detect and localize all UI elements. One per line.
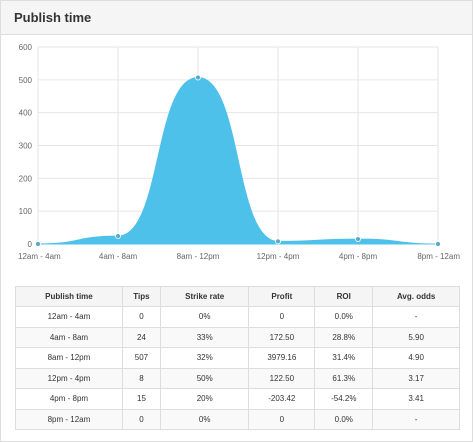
table-cell: - <box>372 306 460 328</box>
chart-points <box>35 74 441 247</box>
table-cell: 3.17 <box>372 367 460 389</box>
table-cell: 0% <box>160 408 250 430</box>
table-cell: 8 <box>121 367 162 389</box>
table-cell: 12am - 4am <box>15 306 123 328</box>
x-tick-label: 4am - 8am <box>99 252 138 261</box>
x-tick-label: 12pm - 4pm <box>257 252 300 261</box>
panel-header: Publish time <box>1 1 472 35</box>
table-cell: 507 <box>121 347 162 369</box>
x-tick-label: 4pm - 8pm <box>339 252 378 261</box>
table-cell: 3979.16 <box>248 347 316 369</box>
y-axis-ticks: 0 100 200 300 400 500 600 <box>19 43 33 249</box>
table-header-cell: ROI <box>314 286 374 307</box>
data-point[interactable] <box>275 238 281 245</box>
table-cell: 0 <box>248 306 316 328</box>
data-point[interactable] <box>195 74 201 81</box>
table-cell: 3.41 <box>372 388 460 410</box>
table-cell: 32% <box>160 347 250 369</box>
y-tick-label: 600 <box>19 43 33 52</box>
area-series-fill <box>37 77 439 245</box>
panel-title: Publish time <box>14 10 92 25</box>
table-cell: 0 <box>248 408 316 430</box>
table-cell: 33% <box>160 326 250 348</box>
area-chart-svg: 0 100 200 300 400 500 600 12am - 4am 4am - 8am 8… <box>18 43 460 261</box>
table-row: 12pm - 4pm 8 50% 122.50 61.3% 3.17 <box>15 367 460 389</box>
table-cell: 0% <box>160 306 250 328</box>
table-cell: 28.8% <box>314 326 374 348</box>
table-row: 8am - 12pm 507 32% 3979.16 31.4% 4.90 <box>15 347 460 369</box>
table-cell: 0 <box>121 408 162 430</box>
table-cell: 15 <box>121 388 162 410</box>
y-tick-label: 100 <box>19 207 33 216</box>
table-cell: 24 <box>121 326 162 348</box>
table-cell: 0 <box>121 306 162 328</box>
table-cell: 4pm - 8pm <box>15 388 123 410</box>
table-cell: 0.0% <box>314 306 374 328</box>
table-cell: 5.90 <box>372 326 460 348</box>
table-header-cell: Strike rate <box>160 286 250 307</box>
y-tick-label: 200 <box>19 174 33 183</box>
data-point[interactable] <box>355 236 361 242</box>
y-tick-label: 0 <box>28 240 33 249</box>
table-row: 4pm - 8pm 15 20% -203.42 -54.2% 3.41 <box>15 388 460 410</box>
data-point[interactable] <box>115 233 121 240</box>
table-cell: 8pm - 12am <box>15 408 123 430</box>
x-axis-ticks: 12am - 4am 4am - 8am 8am - 12pm 12pm - 4pm 4… <box>18 252 460 261</box>
table-row: 4am - 8am 24 33% 172.50 28.8% 5.90 <box>15 326 460 348</box>
publish-time-table: Publish time Tips Strike rate Profit ROI Avg.… <box>15 286 460 430</box>
table-cell: 122.50 <box>248 367 316 389</box>
table-cell: 8am - 12pm <box>15 347 123 369</box>
table-cell: - <box>372 408 460 430</box>
y-tick-label: 500 <box>19 76 33 85</box>
y-tick-label: 300 <box>19 142 33 151</box>
table-header-cell: Tips <box>121 286 162 307</box>
table-cell: 20% <box>160 388 250 410</box>
x-tick-label: 12am - 4am <box>18 252 61 261</box>
table-header-cell: Publish time <box>15 286 123 307</box>
table-cell: 4.90 <box>372 347 460 369</box>
table-row: 12am - 4am 0 0% 0 0.0% - <box>15 306 460 328</box>
y-tick-label: 400 <box>19 109 33 118</box>
table-header-cell: Profit <box>248 286 316 307</box>
data-point[interactable] <box>435 241 441 247</box>
table-cell: 61.3% <box>314 367 374 389</box>
table-cell: 50% <box>160 367 250 389</box>
table-body: 12am - 4am 0 0% 0 0.0% -4am - 8am 24 33% 172.50 2… <box>15 306 460 430</box>
table-header-row: Publish time Tips Strike rate Profit ROI Avg.… <box>15 286 460 307</box>
table-row: 8pm - 12am 0 0% 0 0.0% - <box>15 408 460 430</box>
table-cell: 12pm - 4pm <box>15 367 123 389</box>
table-cell: 172.50 <box>248 326 316 348</box>
table-cell: -203.42 <box>248 388 316 410</box>
x-tick-label: 8am - 12pm <box>177 252 220 261</box>
table-cell: -54.2% <box>314 388 374 410</box>
data-point[interactable] <box>35 241 41 247</box>
chart-area-series <box>37 77 439 245</box>
table-header-cell: Avg. odds <box>372 286 460 307</box>
x-tick-label: 8pm - 12am <box>417 252 460 261</box>
table-cell: 31.4% <box>314 347 374 369</box>
publish-time-chart: 0 100 200 300 400 500 600 12am - 4am 4am - 8am 8… <box>1 36 474 266</box>
table-cell: 4am - 8am <box>15 326 123 348</box>
table-cell: 0.0% <box>314 408 374 430</box>
